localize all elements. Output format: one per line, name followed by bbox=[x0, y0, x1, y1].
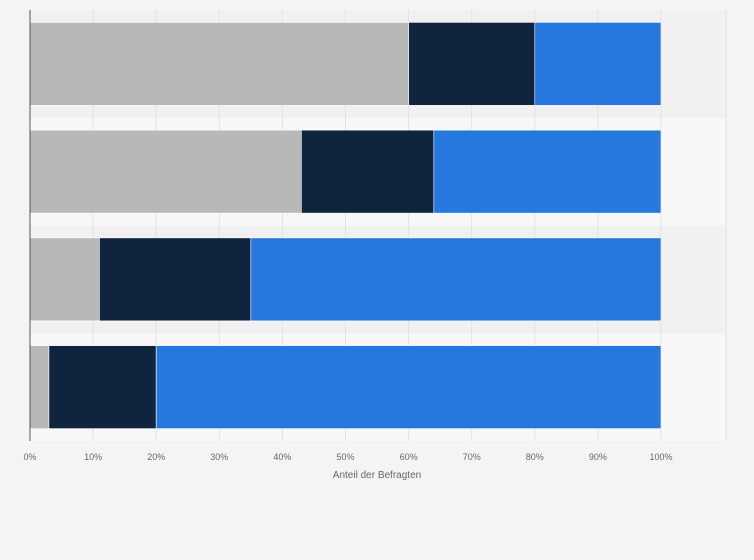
x-tick-label: 60% bbox=[400, 452, 418, 462]
bar-segment bbox=[155, 345, 662, 429]
x-tick-labels: 0% 10% 20% 30% 40% 50% 60% 70% 80% 90% 100% bbox=[23, 452, 672, 462]
bar-segment bbox=[29, 237, 100, 322]
x-tick-label: 70% bbox=[463, 452, 481, 462]
x-tick-label: 30% bbox=[210, 452, 228, 462]
x-tick-label: 100% bbox=[649, 452, 672, 462]
x-axis-title: Anteil der Befragten bbox=[333, 470, 421, 481]
x-tick-label: 90% bbox=[589, 452, 607, 462]
bar-segment bbox=[29, 129, 302, 214]
x-tick-label: 50% bbox=[336, 452, 354, 462]
bars bbox=[29, 22, 662, 429]
bar-segment bbox=[99, 237, 252, 322]
x-tick-label: 10% bbox=[84, 452, 102, 462]
bar-segment bbox=[534, 22, 662, 106]
bar-segment bbox=[250, 237, 662, 322]
bar-segment bbox=[48, 345, 157, 429]
x-tick-label: 40% bbox=[273, 452, 291, 462]
x-tick-label: 20% bbox=[147, 452, 165, 462]
x-tick-label: 0% bbox=[23, 452, 36, 462]
bar-segment bbox=[29, 345, 50, 429]
bar-segment bbox=[433, 129, 662, 214]
x-tick-label: 80% bbox=[526, 452, 544, 462]
bar-segment bbox=[29, 22, 409, 106]
bar-segment bbox=[408, 22, 536, 106]
bar-segment bbox=[301, 129, 435, 214]
